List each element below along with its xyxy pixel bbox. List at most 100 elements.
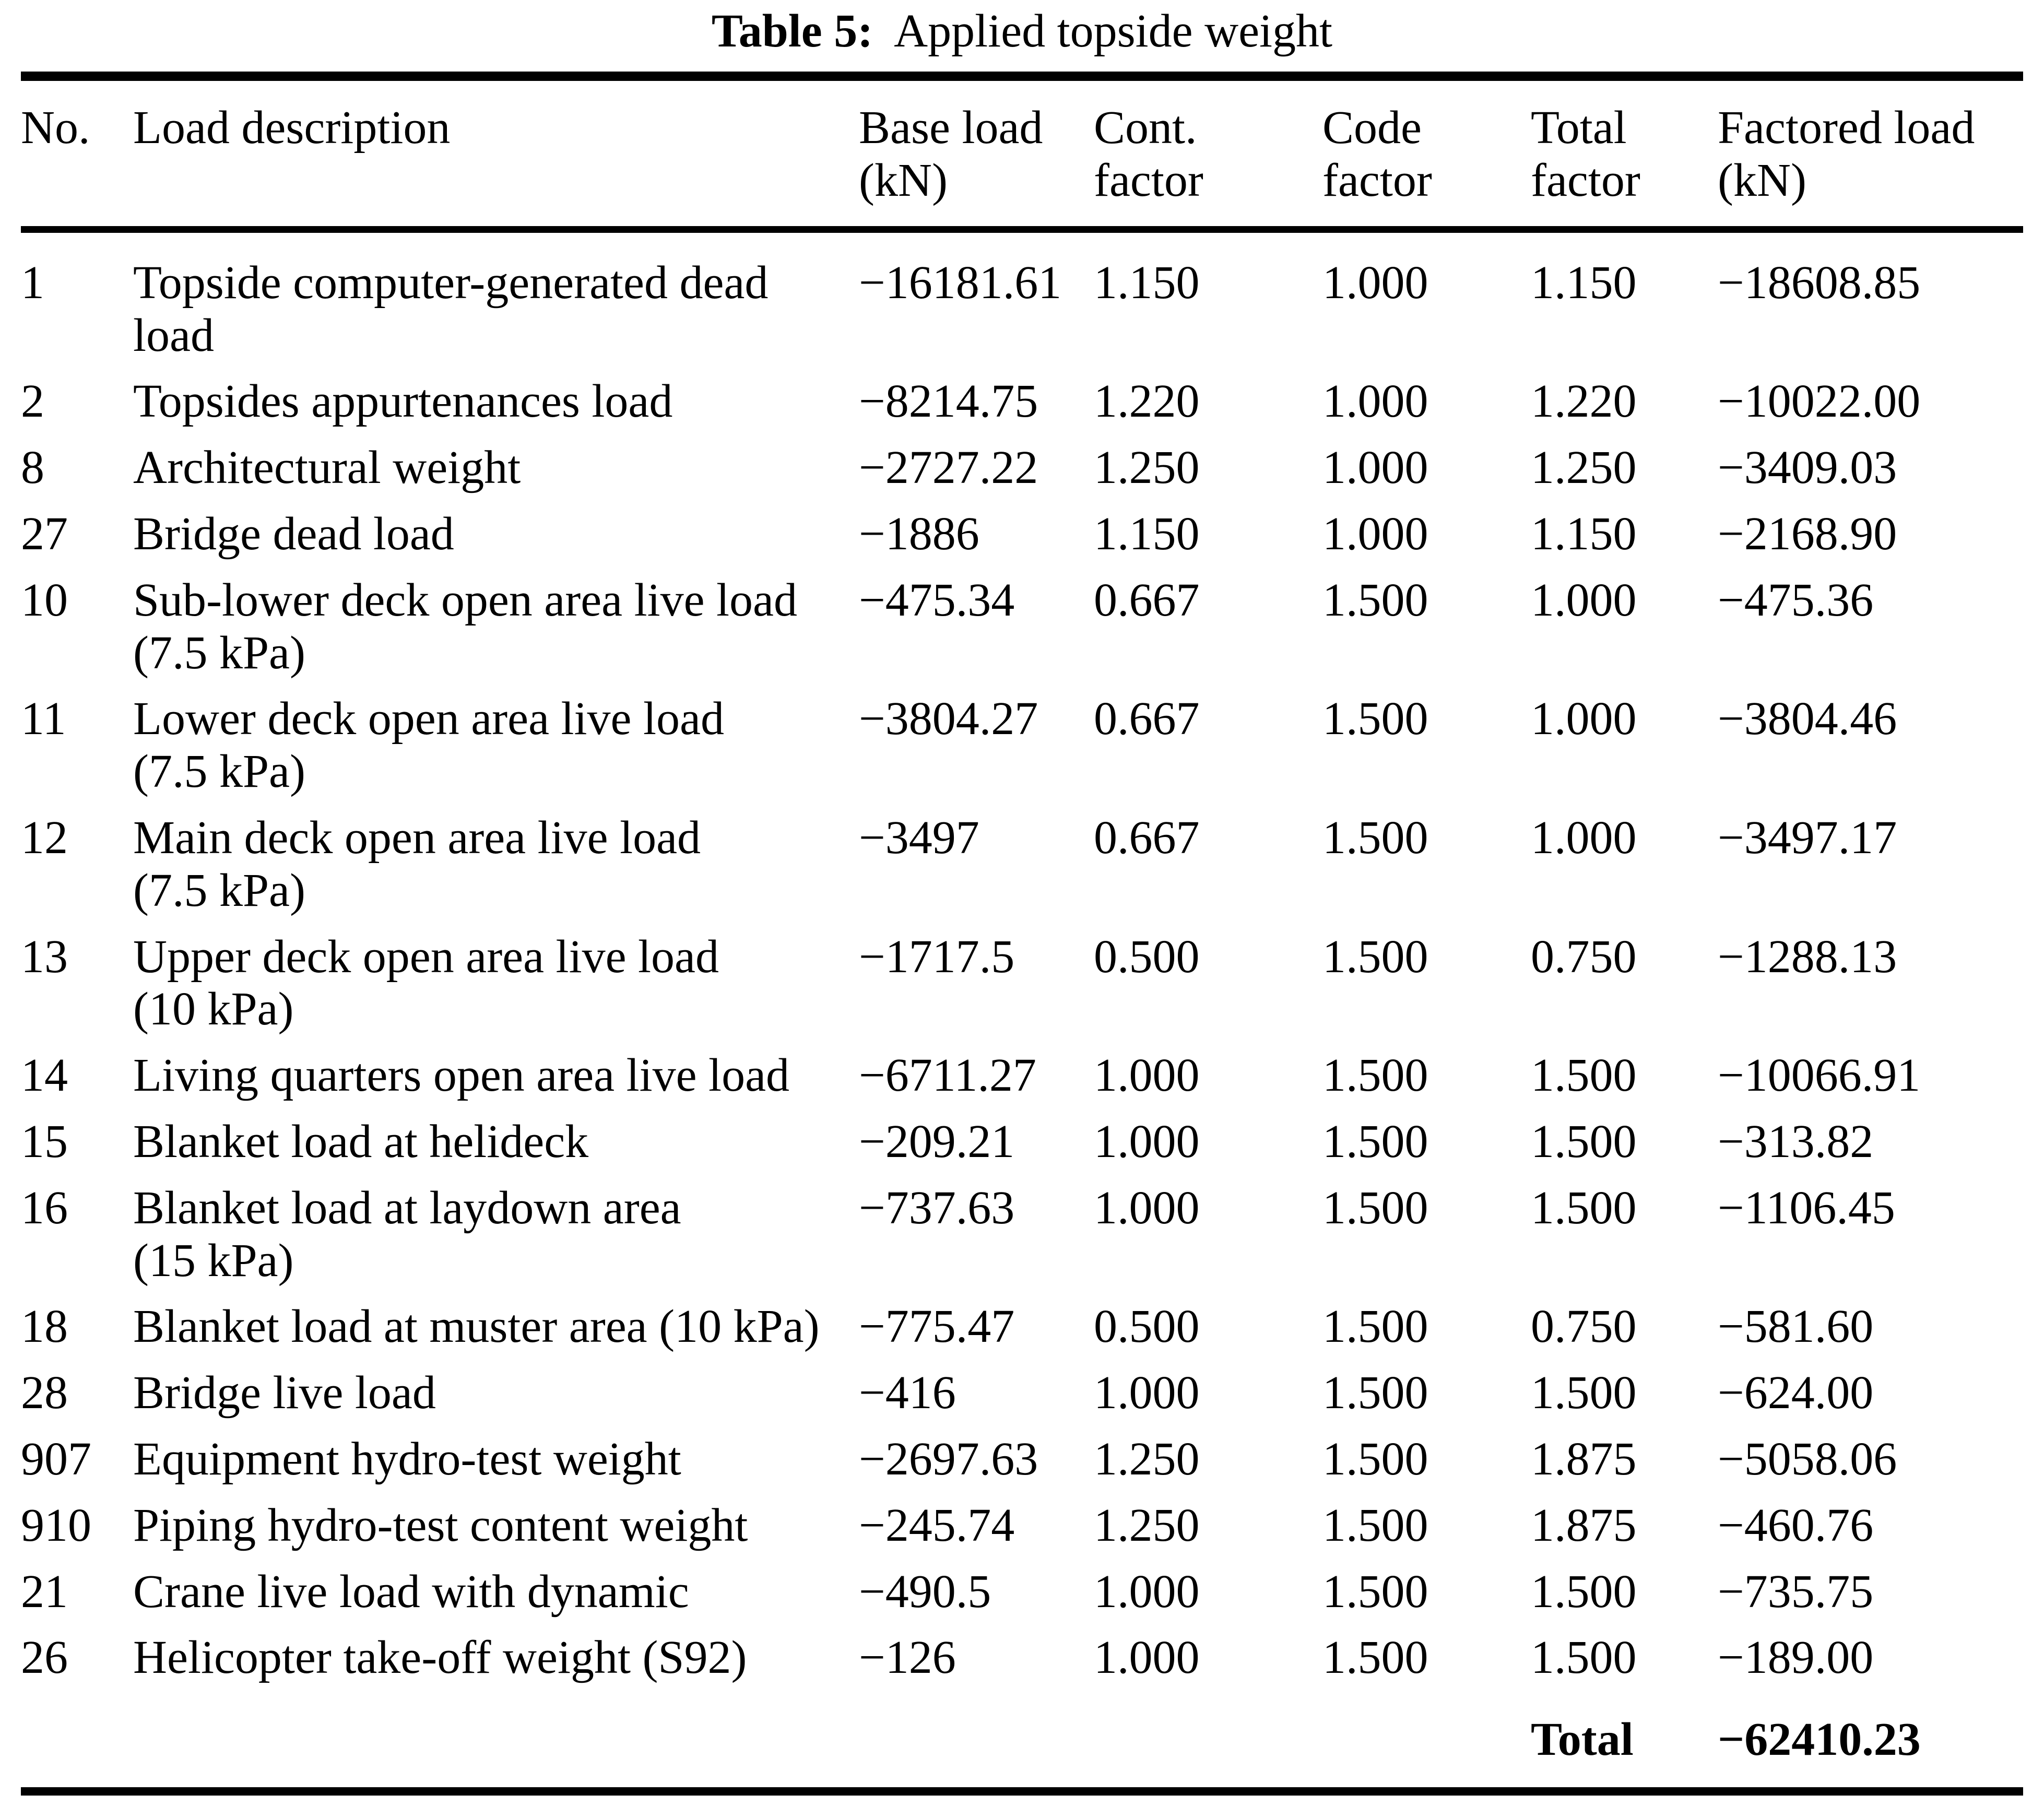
cell-no: 13 [21, 930, 68, 983]
header-factored-load: Factored load (kN) [1718, 76, 2023, 233]
cell-factored-load: −735.75 [1718, 1565, 1874, 1618]
cell-cont-factor: 0.667 [1094, 693, 1200, 745]
header-base-load-line2: (kN) [859, 154, 948, 206]
cell-total-factor: 1.220 [1531, 375, 1637, 428]
cell-factored-load: −5058.06 [1718, 1433, 1897, 1485]
cell-cont-factor: 1.220 [1094, 375, 1200, 428]
table-header: No. Load description Base load (kN) Cont… [21, 76, 2023, 233]
cell-code-factor: 1.500 [1322, 1049, 1428, 1102]
cell-description: Blanket load at muster area (10 kPa) [133, 1301, 820, 1353]
cell-factored-load: −18608.85 [1718, 256, 1921, 309]
table-row: 27 Bridge dead load −1886 1.150 1.000 1.150 −2… [21, 508, 2023, 574]
cell-code-factor: 1.500 [1322, 811, 1428, 864]
header-no-line1: No. [21, 101, 90, 154]
cell-code-factor: 1.500 [1322, 930, 1428, 983]
header-total-factor-line1: Total [1531, 101, 1627, 154]
cell-base-load: −126 [859, 1632, 956, 1684]
cell-code-factor: 1.500 [1322, 1499, 1428, 1551]
cell-total-factor: 0.750 [1531, 1301, 1637, 1353]
table-row: 12 Main deck open area live load (7.5 kPa… [21, 812, 2023, 931]
cell-no: 8 [21, 442, 44, 494]
cell-total-factor: 1.500 [1531, 1115, 1637, 1167]
cell-description: Lower deck open area live load (7.5 kPa) [133, 693, 724, 798]
cell-total-factor: 1.875 [1531, 1499, 1637, 1551]
cell-cont-factor: 1.150 [1094, 507, 1200, 560]
header-row: No. Load description Base load (kN) Cont… [21, 76, 2023, 233]
cell-no: 11 [21, 693, 66, 745]
cell-description: Helicopter take-off weight (S92) [133, 1632, 747, 1684]
cell-factored-load: −460.76 [1718, 1499, 1874, 1551]
cell-base-load: −6711.27 [859, 1049, 1036, 1102]
cell-empty [133, 1698, 859, 1791]
cell-cont-factor: 1.000 [1094, 1115, 1200, 1167]
cell-no: 18 [21, 1301, 68, 1353]
cell-base-load: −2697.63 [859, 1433, 1038, 1485]
cell-no: 14 [21, 1049, 68, 1102]
cell-description: Topsides appurtenances load [133, 375, 673, 428]
cell-base-load: −8214.75 [859, 375, 1038, 428]
header-load-description: Load description [133, 76, 859, 233]
cell-no: 910 [21, 1499, 91, 1551]
cell-factored-load: −3804.46 [1718, 693, 1897, 745]
header-code-factor-line1: Code [1322, 101, 1422, 154]
cell-no: 21 [21, 1565, 68, 1618]
cell-base-load: −1886 [859, 507, 979, 560]
table-row: 2 Topsides appurtenances load −8214.75 1.22… [21, 375, 2023, 442]
cell-description: Blanket load at helideck [133, 1115, 589, 1167]
cell-empty [1322, 1698, 1531, 1791]
cell-description: Blanket load at laydown area (15 kPa) [133, 1182, 681, 1286]
cell-description: Equipment hydro-test weight [133, 1433, 681, 1485]
cell-total-factor: 1.500 [1531, 1049, 1637, 1102]
total-label: Total [1531, 1714, 1634, 1766]
cell-total-factor: 1.500 [1531, 1632, 1637, 1684]
table-body: 1 Topside computer-generated dead load −16… [21, 229, 2023, 1698]
cell-factored-load: −10022.00 [1718, 375, 1921, 428]
cell-no: 10 [21, 574, 68, 626]
table-footer: Total −62410.23 [21, 1698, 2023, 1791]
cell-total-factor: 1.250 [1531, 442, 1637, 494]
cell-no: 2 [21, 375, 44, 428]
table-row: 11 Lower deck open area live load (7.5 kP… [21, 693, 2023, 812]
total-row: Total −62410.23 [21, 1698, 2023, 1791]
cell-cont-factor: 1.250 [1094, 1499, 1200, 1551]
cell-base-load: −3804.27 [859, 693, 1038, 745]
cell-factored-load: −1106.45 [1718, 1182, 1895, 1234]
cell-base-load: −737.63 [859, 1182, 1015, 1234]
cell-code-factor: 1.500 [1322, 1115, 1428, 1167]
cell-factored-load: −3497.17 [1718, 811, 1897, 864]
cell-base-load: −475.34 [859, 574, 1015, 626]
cell-cont-factor: 1.000 [1094, 1632, 1200, 1684]
cell-cont-factor: 1.000 [1094, 1049, 1200, 1102]
cell-total-factor: 1.500 [1531, 1565, 1637, 1618]
cell-base-load: −16181.61 [859, 256, 1062, 309]
cell-code-factor: 1.500 [1322, 1565, 1428, 1618]
cell-base-load: −490.5 [859, 1565, 991, 1618]
cell-factored-load: −581.60 [1718, 1301, 1874, 1353]
header-factored-load-line2: (kN) [1718, 154, 1806, 206]
table-caption-label: Table 5: [711, 5, 873, 57]
header-code-factor-line2: factor [1322, 154, 1432, 206]
cell-no: 27 [21, 507, 68, 560]
cell-factored-load: −1288.13 [1718, 930, 1897, 983]
table-row: 8 Architectural weight −2727.22 1.250 1.000 1… [21, 442, 2023, 508]
cell-factored-load: −10066.91 [1718, 1049, 1921, 1102]
cell-description: Sub-lower deck open area live load (7.5 … [133, 574, 797, 679]
header-no: No. [21, 76, 133, 233]
table-row: 14 Living quarters open area live load −67… [21, 1049, 2023, 1116]
cell-description: Living quarters open area live load [133, 1049, 790, 1102]
cell-cont-factor: 1.250 [1094, 442, 1200, 494]
cell-cont-factor: 0.667 [1094, 811, 1200, 864]
cell-no: 28 [21, 1367, 68, 1419]
header-cont-factor-line1: Cont. [1094, 101, 1197, 154]
cell-no: 26 [21, 1632, 68, 1684]
cell-base-load: −416 [859, 1367, 956, 1419]
cell-total-factor: 1.000 [1531, 693, 1637, 745]
cell-factored-load: −475.36 [1718, 574, 1874, 626]
cell-no: 1 [21, 256, 44, 309]
header-load-description-line1: Load description [133, 101, 451, 154]
cell-factored-load: −624.00 [1718, 1367, 1874, 1419]
cell-total-factor: 1.500 [1531, 1367, 1637, 1419]
applied-topside-weight-table: No. Load description Base load (kN) Cont… [21, 71, 2023, 1796]
cell-total-factor: 1.000 [1531, 574, 1637, 626]
